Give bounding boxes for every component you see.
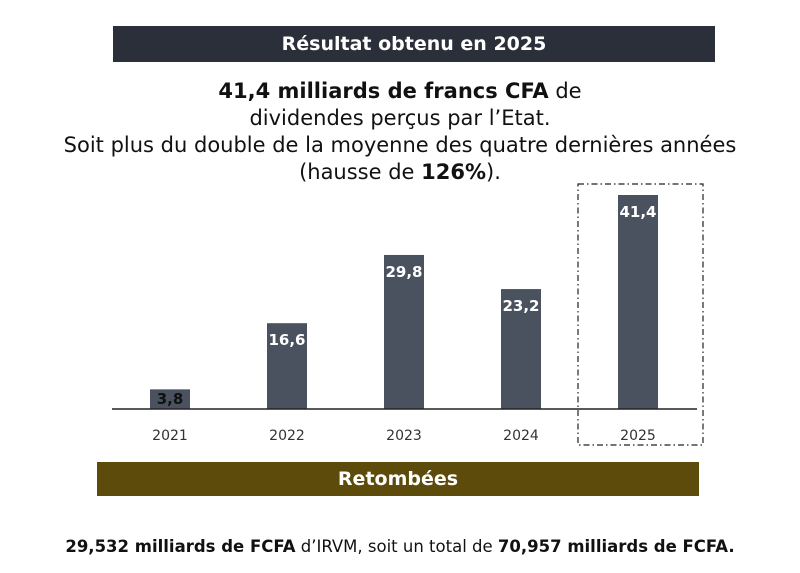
bar-value-label-2025: 41,4 (619, 203, 656, 221)
bar-2025 (618, 195, 658, 409)
footer-summary: 29,532 milliards de FCFA d’IRVM, soit un… (10, 537, 790, 556)
x-tick-2021: 2021 (152, 428, 188, 444)
x-tick-2022: 2022 (269, 428, 305, 444)
result-banner: Résultat obtenu en 2025 (113, 26, 715, 62)
x-tick-2023: 2023 (386, 428, 422, 444)
highlight-box-2025 (577, 183, 704, 446)
footer-total-amount: 70,957 milliards de FCFA. (497, 537, 735, 556)
bar-2023 (384, 254, 424, 409)
bar-value-label-2021: 3,8 (157, 390, 184, 408)
headline-line2-text: Soit plus du double de la moyenne des qu… (63, 133, 737, 184)
x-tick-2025: 2025 (620, 428, 656, 444)
bar-value-label-2023: 29,8 (385, 263, 422, 281)
bar-2022 (267, 323, 307, 409)
headline-percent: 126% (421, 160, 487, 184)
bar-value-label-2024: 23,2 (502, 297, 539, 315)
bar-2021 (150, 389, 190, 409)
headline-amount: 41,4 milliards de francs CFA (218, 79, 549, 103)
headline-line1-text: de dividendes perçus par l’Etat. (249, 79, 582, 130)
bar-2024 (501, 289, 541, 409)
bar-value-label-2022: 16,6 (268, 331, 305, 349)
retombees-banner: Retombées (97, 462, 699, 496)
headline-line2-end: ). (486, 160, 501, 184)
footer-irvm-amount: 29,532 milliards de FCFA (65, 537, 296, 556)
footer-text: d’IRVM, soit un total de (295, 537, 498, 556)
x-tick-2024: 2024 (503, 428, 539, 444)
headline: 41,4 milliards de francs CFA de dividend… (40, 78, 760, 186)
